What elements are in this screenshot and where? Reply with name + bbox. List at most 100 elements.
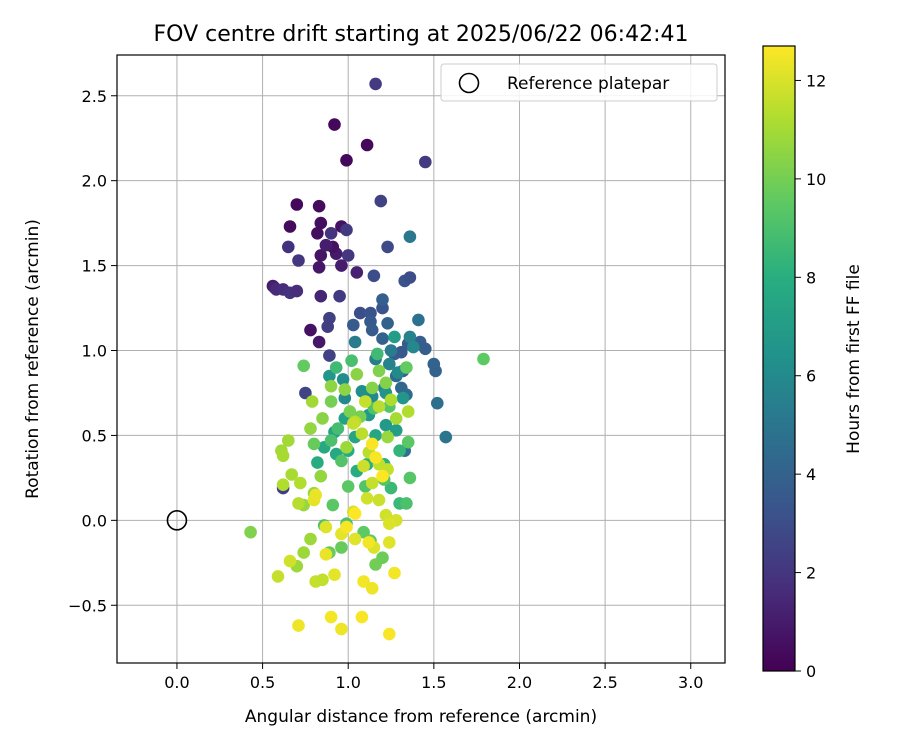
- colorbar-gradient: [762, 45, 796, 672]
- data-point: [376, 293, 389, 306]
- data-point: [319, 548, 333, 561]
- data-point: [276, 478, 290, 492]
- data-point: [365, 323, 379, 337]
- data-point: [314, 469, 328, 483]
- data-point: [314, 249, 328, 262]
- y-tick-label: 0.5: [82, 426, 107, 445]
- data-point: [347, 417, 360, 430]
- data-point: [304, 422, 317, 435]
- data-point: [376, 332, 389, 345]
- data-point: [312, 335, 326, 349]
- data-point: [403, 230, 417, 243]
- data-point: [393, 444, 406, 458]
- data-point: [369, 451, 382, 464]
- data-point: [285, 468, 299, 481]
- data-point: [412, 313, 425, 327]
- data-point: [383, 536, 396, 549]
- data-point: [340, 154, 353, 167]
- data-point: [292, 497, 305, 510]
- scatter-points: [244, 77, 490, 641]
- data-point: [324, 434, 338, 447]
- data-point: [336, 373, 350, 386]
- data-point: [379, 418, 393, 432]
- data-point: [328, 118, 341, 131]
- y-axis-label: Rotation from reference (arcmin): [23, 219, 43, 499]
- data-point: [311, 456, 324, 469]
- data-point: [348, 532, 362, 546]
- data-point: [355, 427, 369, 441]
- data-point: [407, 340, 420, 354]
- data-point: [331, 422, 345, 435]
- data-point: [312, 199, 326, 213]
- y-tick-label: −0.5: [68, 596, 107, 615]
- data-point: [338, 383, 352, 396]
- data-point: [357, 575, 370, 588]
- data-point: [355, 385, 369, 398]
- data-point: [383, 357, 396, 371]
- data-point: [319, 520, 333, 534]
- data-point: [357, 525, 370, 539]
- data-point: [271, 570, 285, 583]
- data-point: [359, 395, 372, 408]
- data-point: [365, 476, 379, 490]
- data-point: [304, 323, 317, 337]
- data-point: [353, 306, 367, 320]
- data-point: [381, 430, 394, 444]
- data-point: [389, 424, 403, 437]
- data-point: [419, 155, 432, 169]
- x-axis-label: Angular distance from reference (arcmin): [245, 707, 597, 727]
- colorbar-tick-label: 12: [806, 71, 826, 90]
- data-point: [371, 347, 384, 361]
- colorbar-ticks: 0 2 4 6 8 10 12: [795, 71, 826, 681]
- data-point: [299, 386, 312, 400]
- data-point: [292, 254, 305, 267]
- data-point: [297, 546, 311, 559]
- data-point: [304, 532, 317, 546]
- data-point: [355, 610, 369, 624]
- data-point: [384, 481, 398, 495]
- data-point: [340, 520, 353, 534]
- data-point: [341, 249, 355, 262]
- data-point: [384, 344, 398, 357]
- y-tick-label: 2.0: [82, 172, 107, 191]
- gridlines: [117, 55, 725, 663]
- data-point: [439, 430, 453, 444]
- data-point: [395, 345, 408, 359]
- data-point: [283, 220, 297, 233]
- legend-entry-reference: Reference platepar: [507, 74, 669, 94]
- data-point: [383, 627, 396, 641]
- colorbar-tick-label: 0: [806, 662, 816, 681]
- data-point: [369, 558, 382, 571]
- data-point: [431, 396, 444, 410]
- data-point: [372, 364, 386, 378]
- data-point: [314, 289, 328, 303]
- legend-box: [440, 63, 718, 102]
- x-tick-label: 2.5: [592, 673, 617, 692]
- data-point: [319, 238, 333, 252]
- data-point: [388, 330, 401, 344]
- colorbar-label: Hours from first FF file: [844, 264, 864, 454]
- data-point: [333, 289, 346, 303]
- data-point: [307, 437, 321, 451]
- data-point: [376, 469, 389, 483]
- colorbar-tick-label: 2: [806, 564, 816, 583]
- x-tick-label: 3.0: [678, 673, 703, 692]
- data-point: [314, 216, 328, 230]
- data-point: [305, 395, 319, 408]
- data-point: [369, 77, 382, 91]
- data-point: [403, 471, 417, 485]
- data-point: [297, 359, 311, 373]
- data-point: [341, 480, 355, 493]
- data-point: [321, 320, 335, 334]
- y-tick-label: 1.5: [82, 257, 107, 276]
- y-tick-label: 2.5: [82, 87, 107, 106]
- data-point: [400, 497, 413, 510]
- data-point: [403, 271, 417, 284]
- x-axis-ticks: 0.0 0.5 1.0 1.5 2.0 2.5 3.0: [164, 663, 703, 692]
- chart-title: FOV centre drift starting at 2025/06/22 …: [154, 22, 689, 47]
- data-point: [311, 227, 324, 240]
- data-point: [477, 352, 490, 366]
- data-point: [381, 317, 394, 330]
- data-point: [340, 441, 353, 454]
